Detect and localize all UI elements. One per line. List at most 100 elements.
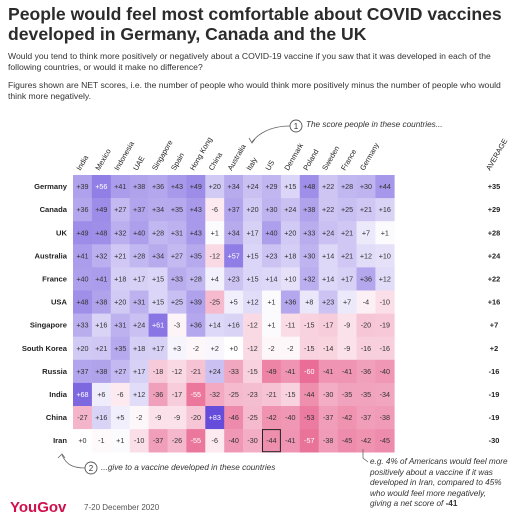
cell-value: -38 bbox=[380, 413, 390, 422]
cell-value: +28 bbox=[341, 182, 353, 191]
cell-value: +24 bbox=[322, 228, 334, 237]
heatmap-cell bbox=[73, 336, 93, 361]
heatmap-cell bbox=[205, 267, 225, 291]
heatmap-cell bbox=[224, 429, 244, 453]
heatmap-cell bbox=[318, 336, 338, 361]
cell-value: -46 bbox=[228, 413, 238, 422]
cell-value: -6 bbox=[212, 205, 218, 214]
average-value: +16 bbox=[488, 298, 501, 307]
cell-value: +3 bbox=[173, 344, 181, 353]
heatmap-cell bbox=[129, 406, 149, 430]
cell-value: -9 bbox=[155, 413, 161, 422]
heatmap-cell bbox=[375, 198, 395, 222]
row-label: China bbox=[46, 413, 68, 422]
cell-value: -18 bbox=[153, 367, 163, 376]
cell-value: -42 bbox=[266, 413, 276, 422]
heatmap-cell bbox=[375, 313, 395, 337]
heatmap-cell bbox=[337, 175, 357, 199]
example-line-1: e.g. 4% of Americans would feel more bbox=[370, 457, 508, 466]
heatmap-cell bbox=[299, 313, 319, 337]
cell-value: -41 bbox=[285, 436, 295, 445]
row-labels: Germany Canada UK Australia France USA Singapo… bbox=[22, 182, 68, 445]
heatmap-cell bbox=[243, 267, 263, 291]
heatmap-cell bbox=[318, 244, 338, 268]
cell-value: +39 bbox=[190, 298, 202, 307]
example-line-5-prefix: giving a net score of bbox=[370, 499, 446, 508]
heatmap-cell bbox=[356, 429, 376, 453]
heatmap-cell bbox=[224, 406, 244, 430]
cell-value: -1 bbox=[98, 436, 104, 445]
heatmap-cell bbox=[129, 198, 149, 222]
cell-value: +41 bbox=[114, 182, 126, 191]
cell-value: -12 bbox=[247, 344, 257, 353]
heatmap-cell bbox=[224, 198, 244, 222]
cell-value: +83 bbox=[209, 413, 221, 422]
cell-value: +4 bbox=[211, 274, 219, 283]
cell-value: -2 bbox=[268, 344, 274, 353]
heatmap-cell bbox=[110, 267, 130, 291]
cell-value: -37 bbox=[323, 413, 333, 422]
cell-value: +24 bbox=[133, 321, 145, 330]
cell-value: +39 bbox=[76, 182, 88, 191]
cell-value: -32 bbox=[210, 390, 220, 399]
cell-value: -4 bbox=[363, 298, 369, 307]
cell-value: +49 bbox=[95, 205, 107, 214]
example-net-score: -41 bbox=[445, 499, 458, 508]
row-label: Iran bbox=[53, 436, 67, 445]
cell-value: -44 bbox=[266, 436, 276, 445]
cell-value: -12 bbox=[172, 367, 182, 376]
cell-value: -27 bbox=[77, 413, 87, 422]
heatmap-cell bbox=[91, 175, 112, 199]
cell-value: +27 bbox=[114, 367, 126, 376]
average-column: +35 +29 +28 +24 +22 +16 +7 +2 -16 -19 -19 -30 bbox=[488, 182, 501, 445]
heatmap-cell bbox=[186, 406, 206, 430]
cell-value: +10 bbox=[284, 274, 296, 283]
heatmap-cell bbox=[73, 221, 93, 245]
chart-title: People would feel most comfortable about… bbox=[8, 4, 502, 44]
example-line-3: developed in Iran, compared to 45% bbox=[370, 478, 502, 487]
cell-value: +61 bbox=[152, 321, 164, 330]
heatmap-cell bbox=[356, 313, 376, 337]
heatmap-cell bbox=[186, 313, 206, 337]
heatmap-cell bbox=[73, 359, 93, 384]
cell-value: -6 bbox=[212, 436, 218, 445]
cell-value: +14 bbox=[265, 274, 277, 283]
heatmap-cell bbox=[73, 290, 93, 314]
heatmap-cell bbox=[262, 359, 282, 384]
heatmap-cell bbox=[224, 336, 244, 361]
cell-value: +43 bbox=[171, 182, 183, 191]
heatmap-cell bbox=[224, 382, 244, 407]
cell-value: -10 bbox=[134, 436, 144, 445]
heatmap-cell bbox=[243, 290, 263, 314]
cell-value: +35 bbox=[114, 344, 126, 353]
row-label: Singapore bbox=[30, 321, 67, 330]
cell-value: +21 bbox=[341, 251, 353, 260]
heatmap-cell bbox=[186, 290, 206, 314]
heatmap-cell bbox=[224, 221, 244, 245]
heatmap-cell bbox=[73, 406, 93, 430]
cell-value: +1 bbox=[381, 228, 389, 237]
heatmap-cell bbox=[356, 406, 376, 430]
yougov-logo: YouGov bbox=[10, 499, 67, 516]
heatmap-cell bbox=[148, 198, 168, 222]
heatmap-cell bbox=[129, 359, 149, 384]
cell-value: +23 bbox=[265, 251, 277, 260]
cell-value: -2 bbox=[136, 413, 142, 422]
cell-value: +22 bbox=[322, 182, 334, 191]
heatmap-cell bbox=[318, 267, 338, 291]
cell-value: +14 bbox=[209, 321, 221, 330]
heatmap-cell bbox=[91, 359, 112, 384]
heatmap-cell bbox=[318, 382, 338, 407]
cell-value: +25 bbox=[341, 205, 353, 214]
cell-value: +48 bbox=[303, 182, 315, 191]
heatmap-cell bbox=[280, 267, 301, 291]
cell-value: +38 bbox=[95, 367, 107, 376]
cell-value: +16 bbox=[228, 321, 240, 330]
cell-value: -9 bbox=[344, 344, 350, 353]
cell-value: +33 bbox=[76, 321, 88, 330]
heatmap-cell bbox=[318, 290, 338, 314]
cell-value: +32 bbox=[95, 251, 107, 260]
cell-value: +34 bbox=[228, 228, 240, 237]
cell-value: +21 bbox=[360, 205, 372, 214]
heatmap-cell bbox=[299, 267, 319, 291]
